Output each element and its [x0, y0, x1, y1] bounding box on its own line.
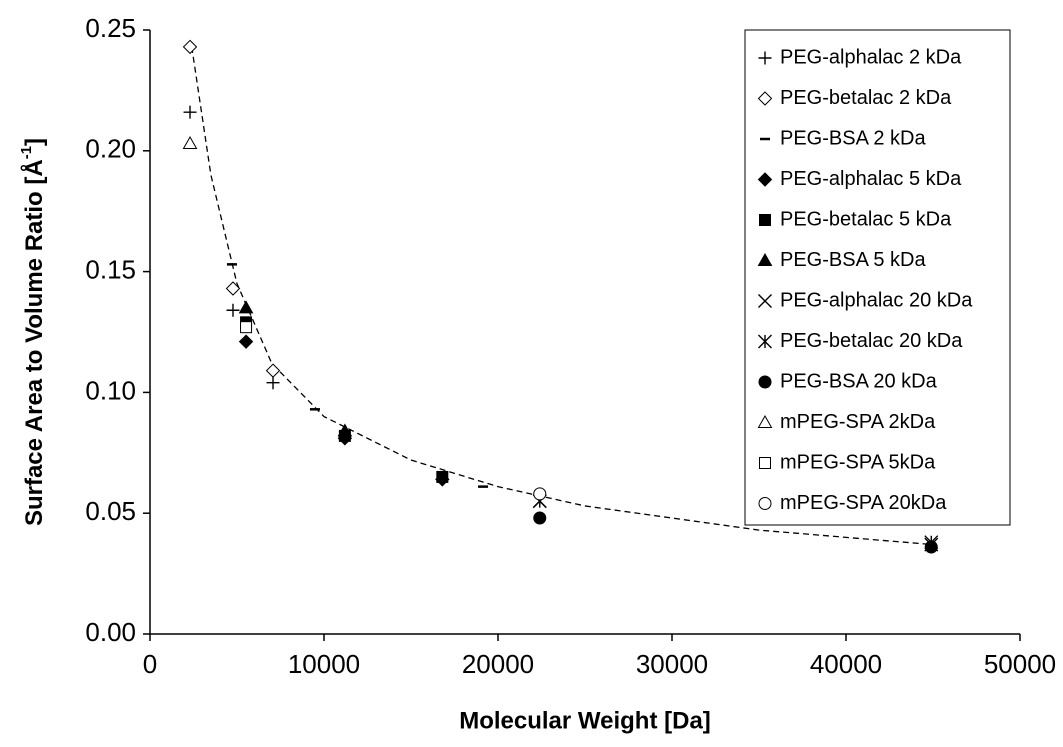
- legend-label: mPEG-SPA 2kDa: [780, 411, 936, 433]
- x-tick-label: 10000: [288, 649, 360, 679]
- x-tick-label: 40000: [810, 649, 882, 679]
- legend-label: PEG-alphalac 20 kDa: [780, 289, 973, 311]
- scatter-point: [337, 423, 353, 437]
- scatter-point: [182, 136, 198, 150]
- legend-label: PEG-BSA 20 kDa: [780, 370, 938, 392]
- legend-marker: [758, 294, 772, 308]
- legend-label: PEG-betalac 5 kDa: [780, 208, 952, 230]
- legend-label: PEG-BSA 2 kDa: [780, 127, 926, 149]
- scatter-point: [533, 487, 547, 501]
- scatter-point: [238, 300, 254, 314]
- x-axis-title: Molecular Weight [Da]: [459, 707, 711, 734]
- legend-label: PEG-betalac 20 kDa: [780, 330, 963, 352]
- legend-marker: [759, 457, 771, 469]
- y-axis-title: Surface Area to Volume Ratio [Å-1]: [18, 138, 48, 526]
- y-title-end: ]: [21, 138, 48, 146]
- scatter-point: [226, 303, 240, 317]
- x-tick-label: 0: [143, 649, 157, 679]
- scatter-point: [225, 281, 241, 296]
- x-tick-label: 50000: [984, 649, 1056, 679]
- legend-marker: [757, 414, 773, 428]
- legend-marker: [757, 91, 773, 106]
- scatter-point: [436, 470, 449, 483]
- legend-label: PEG-alphalac 2 kDa: [780, 46, 962, 68]
- legend-label: mPEG-SPA 5kDa: [780, 451, 936, 473]
- legend-marker: [758, 375, 772, 389]
- legend-marker: [757, 252, 773, 266]
- x-tick-label: 20000: [462, 649, 534, 679]
- legend-label: PEG-betalac 2 kDa: [780, 87, 952, 109]
- legend-marker: [758, 334, 772, 349]
- scatter-point: [266, 376, 280, 390]
- legend-marker: [757, 172, 773, 187]
- y-title-text: Surface Area to Volume Ratio [Å: [20, 159, 48, 526]
- y-title-sup: -1: [18, 146, 35, 159]
- scatter-point: [183, 105, 197, 119]
- scatter-point: [924, 540, 938, 554]
- y-tick-label: 0.20: [85, 134, 136, 164]
- y-tick-label: 0.05: [85, 496, 136, 526]
- legend-marker: [758, 51, 772, 65]
- scatter-point: [265, 363, 281, 378]
- legend-label: PEG-alphalac 5 kDa: [780, 168, 962, 190]
- legend-box: [744, 29, 1011, 526]
- legend-label: PEG-BSA 5 kDa: [780, 249, 926, 271]
- scatter-point: [533, 511, 547, 525]
- scatter-point: [238, 334, 254, 349]
- legend-marker: [759, 214, 771, 226]
- y-tick-label: 0.10: [85, 375, 136, 405]
- y-tick-label: 0.00: [85, 617, 136, 647]
- x-tick-label: 30000: [636, 649, 708, 679]
- y-tick-label: 0.25: [85, 13, 136, 43]
- y-tick-label: 0.15: [85, 254, 136, 284]
- scatter-point: [182, 39, 198, 55]
- legend-label: mPEG-SPA 20kDa: [780, 492, 947, 514]
- scatter-point: [240, 321, 253, 334]
- legend-marker: [758, 497, 772, 510]
